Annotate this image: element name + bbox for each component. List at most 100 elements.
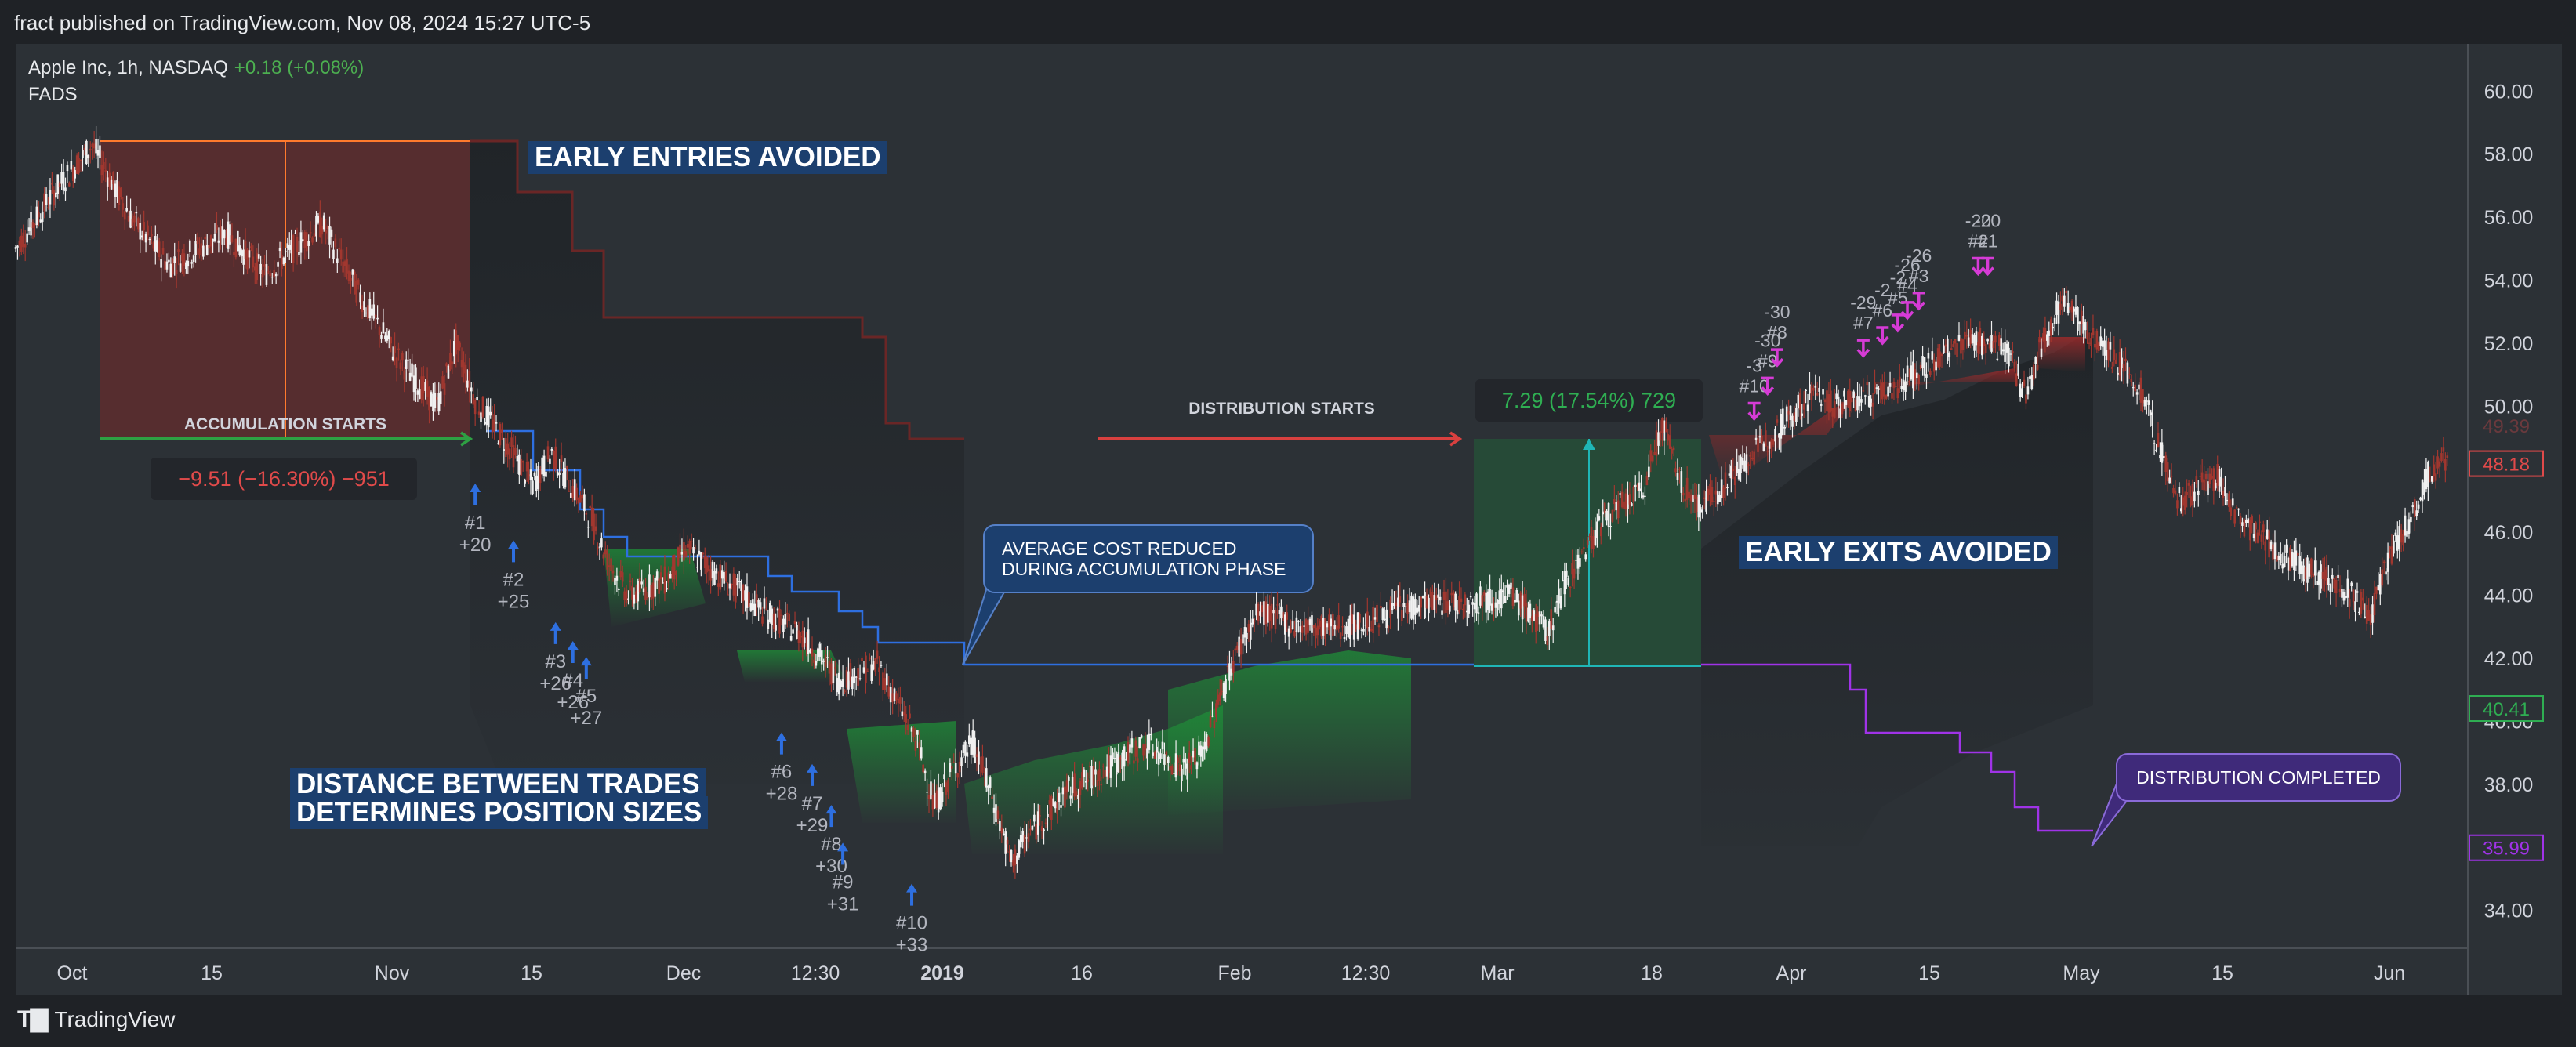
candle-body: [2178, 487, 2181, 494]
candle-body: [1943, 345, 1945, 354]
candle-body: [554, 446, 557, 470]
candle-body: [922, 764, 924, 773]
candle-body: [1067, 777, 1070, 781]
candle-body: [372, 304, 376, 319]
candle-body: [2365, 604, 2368, 624]
candle-body: [514, 447, 517, 456]
candle-body: [1123, 746, 1126, 767]
candle-body: [420, 376, 423, 400]
candle-body: [2176, 500, 2179, 509]
candle-body: [991, 796, 993, 799]
candle-body: [1029, 828, 1032, 831]
candle-body: [1433, 595, 1436, 610]
candle-body: [2324, 569, 2326, 581]
candle-body: [31, 222, 34, 228]
candle-body: [1814, 385, 1817, 388]
candle-body: [1098, 769, 1101, 781]
candle-body: [1242, 634, 1244, 644]
symbol-title[interactable]: Apple Inc, 1h, NASDAQ: [28, 57, 228, 78]
candle-body: [1380, 606, 1382, 608]
candle-body: [1303, 625, 1306, 627]
avg-cost-callout-box[interactable]: [983, 524, 1314, 593]
candle-body: [1737, 469, 1740, 480]
candle-body: [2168, 477, 2171, 484]
candle-body: [1603, 502, 1606, 513]
candle-body: [1994, 335, 1997, 343]
time-axis[interactable]: Oct 15 Nov 15 Dec 12:30 2019 16 Feb 12:30 Mar 18 Apr…: [57, 962, 2406, 984]
candle-body: [2095, 331, 2099, 350]
candle-body: [629, 580, 632, 582]
candle-body: [1320, 615, 1322, 637]
distribution-callout-box[interactable]: [2116, 753, 2401, 802]
candle-body: [1343, 637, 1346, 639]
candle-body: [2389, 546, 2391, 549]
candle-body: [606, 550, 608, 570]
candle-body: [854, 676, 858, 678]
exit-marker-qty: -26: [1894, 255, 1920, 275]
candle-body: [2277, 556, 2280, 560]
candle-body: [667, 572, 670, 583]
candle-body: [395, 357, 398, 368]
candle-body: [650, 585, 653, 600]
candle-body: [560, 455, 563, 462]
candle-body: [1615, 502, 1618, 511]
candle-body: [1452, 591, 1455, 608]
candle-body: [1634, 484, 1637, 488]
candle-body: [2350, 582, 2353, 587]
candle-body: [759, 602, 762, 610]
candle-body: [822, 660, 825, 662]
candle-body: [735, 578, 737, 603]
candle-body: [1163, 754, 1166, 765]
candle-body: [573, 479, 576, 501]
candle-body: [1169, 766, 1172, 771]
candle-body: [415, 367, 417, 389]
indicator-name[interactable]: FADS: [28, 84, 78, 105]
candle-body: [53, 190, 56, 206]
candle-body: [1730, 465, 1732, 479]
candle-body: [1885, 395, 1888, 399]
candle-body: [625, 589, 628, 603]
exit-marker-qty: -26: [1906, 245, 1932, 266]
candle-body: [495, 422, 498, 424]
price-axis[interactable]: 34.0036.0038.0040.0042.0044.0046.0048.00…: [2484, 81, 2534, 922]
candle-body: [2155, 449, 2157, 451]
candle-body: [355, 280, 358, 303]
candle-body: [2203, 479, 2205, 491]
candle-body: [1508, 585, 1511, 594]
candle-body: [2417, 504, 2420, 509]
candle-body: [1990, 335, 1993, 352]
candle-body: [2218, 469, 2221, 492]
candle-body: [230, 235, 234, 242]
exit-marker-qty: -29: [1850, 292, 1876, 313]
candle-body: [723, 572, 725, 584]
candle-body: [1875, 387, 1878, 389]
plot-area: #1+20#2+25#3+26#4+26#5+27#6+28 #7+29#8+30…: [14, 44, 2469, 995]
candle-body: [1511, 587, 1515, 606]
candle-body: [673, 555, 676, 580]
candle-body: [2101, 340, 2104, 347]
chart-legend[interactable]: Apple Inc, 1h, NASDAQ +0.18 (+0.08%) FADS: [28, 55, 364, 108]
candle-body: [1065, 780, 1068, 793]
candle-body: [811, 648, 814, 657]
candle-body: [1546, 636, 1549, 646]
candle-body: [2306, 557, 2309, 583]
candle-body: [1469, 596, 1472, 598]
entry-marker-qty: +28: [766, 784, 798, 805]
candle-body: [1927, 352, 1930, 359]
candle-body: [378, 327, 381, 335]
candle-body: [1250, 622, 1252, 640]
candle-body: [1562, 580, 1564, 581]
candle-body: [443, 383, 446, 395]
candle-body: [62, 172, 65, 191]
candle-body: [2186, 492, 2188, 495]
candle-body: [1174, 753, 1177, 778]
candle-body: [2354, 601, 2356, 613]
candle-body: [1278, 610, 1281, 614]
tradingview-brand[interactable]: T▇ TradingView: [17, 1005, 176, 1033]
candle-body: [259, 263, 262, 274]
candle-body: [1952, 344, 1954, 348]
candle-body: [1672, 447, 1675, 451]
candle-body: [1816, 393, 1819, 396]
candle-body: [2226, 499, 2229, 502]
